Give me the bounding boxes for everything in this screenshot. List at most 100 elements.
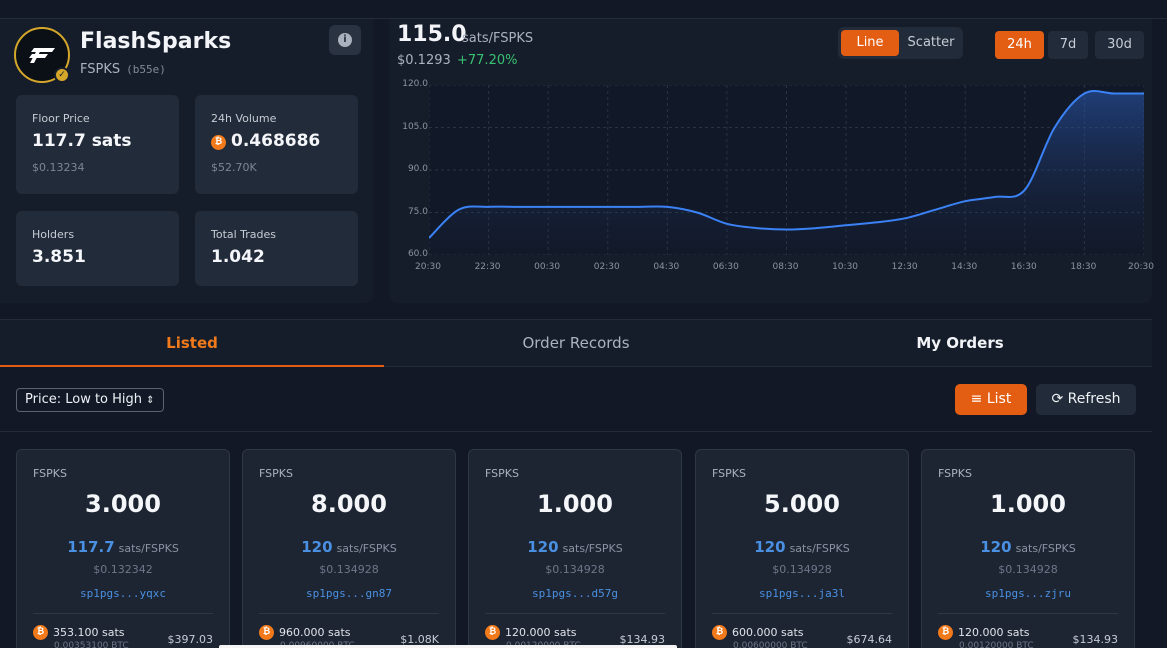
range-24h-button[interactable]: 24h <box>995 31 1044 59</box>
card-divider <box>33 613 213 614</box>
collection-name: FlashSparks <box>80 29 232 54</box>
volume-card: 24h Volume ₿ 0.468686 $52.70K <box>195 95 358 194</box>
card-total-btc: 0.00120000 BTC <box>506 641 581 648</box>
overlay-bar <box>219 645 677 648</box>
current-price: 115.0 <box>397 22 467 47</box>
listing-card[interactable]: FSPKS 1.000 120 sats/FSPKS $0.134928 sp1pgs..… <box>921 449 1135 648</box>
card-price-unit: sats/FSPKS <box>789 542 850 555</box>
tab-order-records[interactable]: Order Records <box>522 334 630 352</box>
refresh-button-label: Refresh <box>1067 391 1121 407</box>
y-tick-label: 90.0 <box>407 164 428 174</box>
sort-label: Price: Low to High <box>25 392 143 407</box>
card-total-sats: 600.000 sats <box>732 626 804 639</box>
tab-listed[interactable]: Listed <box>0 320 384 367</box>
ticker-label: FSPKS <box>80 62 121 77</box>
card-price: 120 <box>527 538 559 556</box>
listing-card[interactable]: FSPKS 8.000 120 sats/FSPKS $0.134928 sp1pgs..… <box>242 449 456 648</box>
range-7d-button[interactable]: 7d <box>1048 31 1088 59</box>
card-price-row: 120 sats/FSPKS <box>469 538 681 556</box>
card-ticker: FSPKS <box>33 467 67 480</box>
card-unit-usd: $0.134928 <box>772 563 832 576</box>
x-tick-label: 12:30 <box>891 262 918 272</box>
range-30d-button[interactable]: 30d <box>1095 31 1144 59</box>
card-total-btc: 0.00353100 BTC <box>54 641 129 648</box>
card-price-row: 117.7 sats/FSPKS <box>17 538 229 556</box>
collection-logo: ✓ <box>14 27 70 83</box>
list-button-label: List <box>986 391 1012 407</box>
card-unit-usd: $0.132342 <box>93 563 153 576</box>
collection-ticker: FSPKS (b55e) <box>80 62 166 77</box>
listing-card[interactable]: FSPKS 1.000 120 sats/FSPKS $0.134928 sp1pgs..… <box>468 449 682 648</box>
volume-value-row: ₿ 0.468686 <box>211 131 320 151</box>
y-tick-label: 60.0 <box>407 249 428 259</box>
info-button[interactable]: i <box>329 25 361 55</box>
x-tick-label: 10:30 <box>832 262 859 272</box>
card-total-sats: 960.000 sats <box>279 626 351 639</box>
card-price-unit: sats/FSPKS <box>562 542 623 555</box>
card-total-sats: 120.000 sats <box>505 626 577 639</box>
card-total-btc: 0.00600000 BTC <box>733 641 808 648</box>
card-unit-usd: $0.134928 <box>319 563 379 576</box>
ticker-id: (b55e) <box>126 63 166 76</box>
card-total-row: ₿ 960.000 sats <box>259 625 351 640</box>
scatter-chart-button[interactable]: Scatter <box>907 35 955 50</box>
card-price-row: 120 sats/FSPKS <box>696 538 908 556</box>
line-chart-button[interactable]: Line <box>841 30 899 56</box>
card-seller-address[interactable]: sp1pgs...d57g <box>531 587 619 600</box>
card-seller-address[interactable]: sp1pgs...zjru <box>984 587 1072 600</box>
listing-tabs: Listed Order Records My Orders <box>0 319 1152 367</box>
x-tick-label: 20:30 <box>1128 262 1154 272</box>
listing-card[interactable]: FSPKS 3.000 117.7 sats/FSPKS $0.132342 sp1pgs… <box>16 449 230 648</box>
card-ticker: FSPKS <box>259 467 293 480</box>
card-price-unit: sats/FSPKS <box>336 542 397 555</box>
trades-value: 1.042 <box>211 247 265 267</box>
card-ticker: FSPKS <box>712 467 746 480</box>
card-total-row: ₿ 600.000 sats <box>712 625 804 640</box>
btc-icon: ₿ <box>259 625 274 640</box>
list-button[interactable]: ≡ List <box>955 384 1027 415</box>
card-total-usd: $134.93 <box>1072 633 1119 646</box>
sort-select[interactable]: Price: Low to High ⇕ <box>16 388 164 412</box>
collection-info-panel: ✓ FlashSparks FSPKS (b55e) i Floor Price … <box>0 19 373 303</box>
btc-icon: ₿ <box>485 625 500 640</box>
card-seller-address[interactable]: sp1pgs...ja3l <box>758 587 846 600</box>
card-price: 120 <box>301 538 333 556</box>
chevron-updown-icon: ⇕ <box>146 395 155 406</box>
x-tick-label: 02:30 <box>593 262 620 272</box>
floor-price-card: Floor Price 117.7 sats $0.13234 <box>16 95 179 194</box>
card-seller-address[interactable]: sp1pgs...yqxc <box>79 587 167 600</box>
card-amount: 8.000 <box>311 490 387 518</box>
price-line-chart <box>429 85 1144 255</box>
x-tick-label: 06:30 <box>712 262 739 272</box>
listing-toolbar: Price: Low to High ⇕ ≡ List ⟳ Refresh <box>0 368 1152 432</box>
tab-my-orders[interactable]: My Orders <box>916 334 1004 352</box>
refresh-button[interactable]: ⟳ Refresh <box>1036 384 1136 415</box>
card-ticker: FSPKS <box>485 467 519 480</box>
card-total-usd: $397.03 <box>167 633 214 646</box>
lightning-logo-icon <box>29 48 55 63</box>
card-ticker: FSPKS <box>938 467 972 480</box>
x-tick-label: 14:30 <box>951 262 978 272</box>
floor-price-value: 117.7 sats <box>32 131 132 151</box>
list-icon: ≡ <box>970 391 983 407</box>
card-divider <box>485 613 665 614</box>
card-total-sats: 120.000 sats <box>958 626 1030 639</box>
x-tick-label: 18:30 <box>1070 262 1097 272</box>
refresh-icon: ⟳ <box>1051 391 1064 407</box>
btc-icon: ₿ <box>33 625 48 640</box>
btc-icon: ₿ <box>938 625 953 640</box>
card-amount: 1.000 <box>990 490 1066 518</box>
floor-price-label: Floor Price <box>32 112 90 125</box>
card-unit-usd: $0.134928 <box>545 563 605 576</box>
card-total-sats: 353.100 sats <box>53 626 125 639</box>
card-divider <box>712 613 892 614</box>
card-seller-address[interactable]: sp1pgs...gn87 <box>305 587 393 600</box>
chart-type-toggle: Line Scatter <box>838 27 963 59</box>
card-divider <box>259 613 439 614</box>
x-tick-label: 16:30 <box>1010 262 1037 272</box>
trades-card: Total Trades 1.042 <box>195 211 358 286</box>
card-divider <box>938 613 1118 614</box>
volume-usd: $52.70K <box>211 161 257 174</box>
listing-card[interactable]: FSPKS 5.000 120 sats/FSPKS $0.134928 sp1pgs..… <box>695 449 909 648</box>
card-amount: 1.000 <box>537 490 613 518</box>
